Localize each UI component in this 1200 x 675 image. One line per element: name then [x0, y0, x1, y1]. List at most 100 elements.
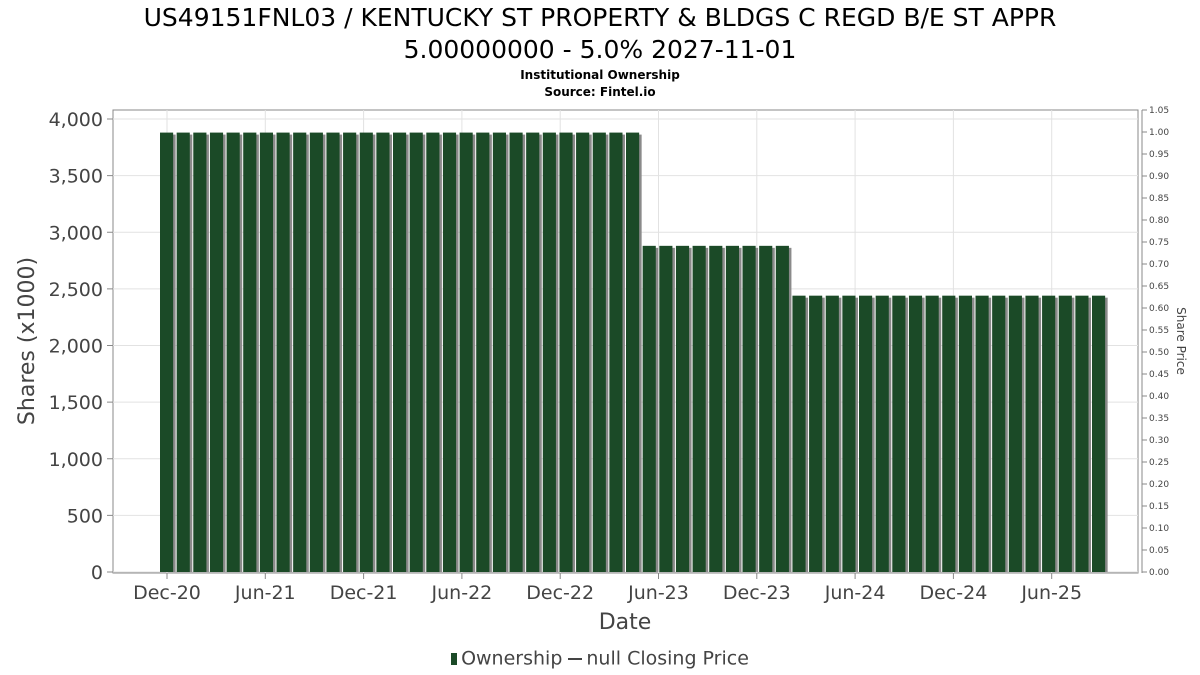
ownership-bar — [509, 132, 523, 572]
ownership-bar — [908, 295, 923, 572]
y2-tick-label: 0.10 — [1149, 524, 1169, 534]
ownership-bar — [176, 132, 190, 572]
x-axis: Dec-20 Jun-21 Dec-21 Jun-22 Dec-22 Jun-23 Dec-… — [133, 573, 1082, 604]
ownership-bar — [476, 132, 490, 572]
y2-tick-label: 0.30 — [1149, 436, 1169, 446]
ownership-bar — [626, 132, 640, 572]
ownership-bar — [426, 132, 440, 572]
legend: Ownership null Closing Price — [0, 647, 1200, 670]
ownership-bar — [409, 132, 423, 572]
y-tick-label: 2,500 — [49, 279, 103, 301]
ownership-bar — [526, 132, 540, 572]
ownership-bar — [343, 132, 357, 572]
legend-ownership-label: Ownership — [461, 647, 563, 670]
ownership-bar — [659, 245, 673, 572]
ownership-bar — [459, 132, 473, 572]
chart-source: Source: Fintel.io — [544, 85, 656, 99]
y2-tick-label: 0.90 — [1149, 172, 1169, 182]
x-tick-label: Dec-22 — [526, 582, 594, 604]
y-tick-label: 3,500 — [49, 166, 103, 188]
ownership-bar — [160, 132, 174, 572]
ownership-bar — [243, 132, 257, 572]
ownership-bar — [193, 132, 207, 572]
y-tick-label: 0 — [91, 562, 103, 584]
ownership-bar — [709, 245, 723, 572]
ownership-bar — [642, 245, 656, 572]
ownership-bar — [1092, 295, 1106, 572]
x-tick-label: Jun-24 — [824, 582, 886, 604]
y2-tick-label: 0.05 — [1149, 546, 1169, 556]
y2-tick-label: 0.25 — [1149, 458, 1169, 468]
ownership-bar — [326, 132, 340, 572]
y2-tick-label: 0.55 — [1149, 326, 1169, 336]
y2-tick-label: 1.05 — [1149, 106, 1169, 116]
ownership-bar — [492, 132, 506, 572]
ownership-bar — [942, 295, 956, 572]
legend-price-label: null Closing Price — [586, 647, 749, 670]
ownership-bar — [1075, 295, 1089, 572]
ownership-bar — [825, 295, 839, 572]
ownership-bar — [226, 132, 240, 572]
ownership-bar — [359, 132, 373, 572]
x-tick-label: Dec-23 — [723, 582, 791, 604]
y2-tick-label: 0.80 — [1149, 216, 1169, 226]
ownership-bar — [809, 295, 823, 572]
ownership-bar — [775, 245, 789, 572]
ownership-bar — [542, 132, 556, 572]
ownership-bar — [692, 245, 706, 572]
x-tick-label: Dec-24 — [919, 582, 987, 604]
legend-ownership-swatch — [451, 652, 458, 665]
x-axis-label: Date — [599, 610, 652, 635]
y2-tick-label: 0.40 — [1149, 392, 1169, 402]
y-axis: 0 500 1,000 1,500 2,000 2,500 3,000 3,500 4,000 — [49, 109, 113, 584]
y2-tick-label: 0.15 — [1149, 502, 1169, 512]
x-tick-label: Jun-25 — [1020, 582, 1082, 604]
y2-axis: 0.00 0.05 0.10 0.15 0.20 0.25 0.30 0.35 0.40 0.45… — [1141, 106, 1169, 578]
x-tick-label: Dec-20 — [133, 582, 201, 604]
ownership-bar — [925, 295, 939, 572]
chart-subtitle: Institutional Ownership — [520, 68, 680, 82]
ownership-bar — [293, 132, 307, 572]
y-tick-label: 500 — [67, 505, 103, 527]
y2-tick-label: 0.00 — [1149, 568, 1169, 578]
y-tick-label: 3,000 — [49, 222, 103, 244]
y-tick-label: 1,500 — [49, 392, 103, 414]
bars-group — [160, 132, 1108, 572]
ownership-bar — [592, 132, 606, 572]
ownership-bar — [576, 132, 590, 572]
ownership-bar — [609, 132, 623, 572]
ownership-bar — [1058, 295, 1072, 572]
y2-tick-label: 0.45 — [1149, 370, 1169, 380]
ownership-bar — [725, 245, 739, 572]
y-tick-label: 1,000 — [49, 449, 103, 471]
ownership-bar — [442, 132, 457, 572]
y2-tick-label: 0.95 — [1149, 150, 1169, 160]
legend-price-line — [568, 657, 583, 660]
x-tick-label: Jun-23 — [627, 582, 689, 604]
ownership-bar — [376, 132, 390, 572]
ownership-bar — [1025, 295, 1039, 572]
ownership-bar — [259, 132, 273, 572]
ownership-bar — [792, 295, 806, 572]
ownership-bar — [276, 132, 290, 572]
y2-tick-label: 0.50 — [1149, 348, 1169, 358]
y2-tick-label: 0.70 — [1149, 260, 1169, 270]
y2-tick-label: 0.60 — [1149, 304, 1169, 314]
y2-tick-label: 0.65 — [1149, 282, 1169, 292]
ownership-bar — [842, 295, 856, 572]
y2-tick-label: 0.75 — [1149, 238, 1169, 248]
y-tick-label: 4,000 — [49, 109, 103, 131]
ownership-bar — [992, 295, 1006, 572]
ownership-bar — [1008, 295, 1022, 572]
ownership-bar — [309, 132, 323, 572]
y2-tick-label: 0.35 — [1149, 414, 1169, 424]
x-tick-label: Dec-21 — [330, 582, 398, 604]
ownership-bar — [975, 295, 989, 572]
y2-tick-label: 1.00 — [1149, 128, 1169, 138]
ownership-bar — [958, 295, 972, 572]
ownership-bar — [859, 295, 873, 572]
chart-title-line2: 5.00000000 - 5.0% 2027-11-01 — [403, 35, 797, 64]
y2-tick-label: 0.85 — [1149, 194, 1169, 204]
ownership-bar — [559, 132, 573, 572]
